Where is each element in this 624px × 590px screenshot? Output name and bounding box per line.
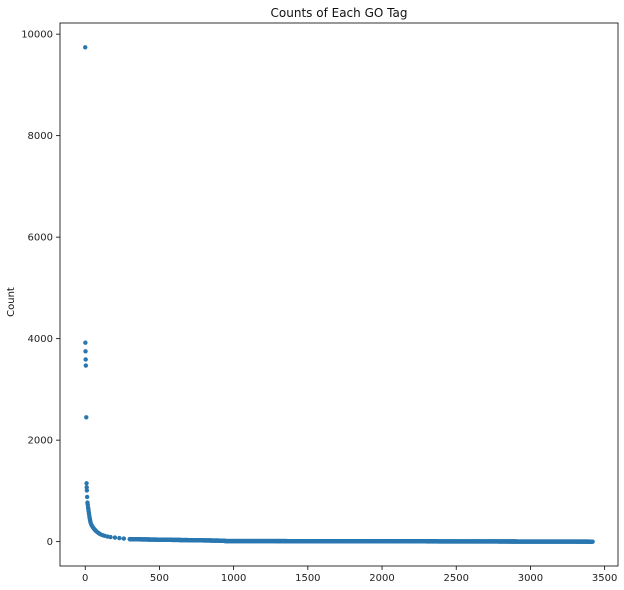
data-point bbox=[108, 534, 113, 540]
data-point bbox=[84, 488, 90, 493]
x-tick-label: 3500 bbox=[592, 573, 617, 584]
y-tick-label: 6000 bbox=[28, 233, 53, 244]
x-tick-label: 0 bbox=[82, 573, 88, 584]
data-point bbox=[83, 363, 89, 368]
x-tick-label: 1000 bbox=[221, 573, 246, 584]
data-point bbox=[83, 357, 88, 362]
data-point bbox=[83, 340, 88, 345]
data-points bbox=[83, 45, 595, 544]
data-point bbox=[590, 539, 595, 544]
data-point bbox=[112, 535, 118, 540]
data-point bbox=[117, 535, 122, 541]
y-tick-label: 8000 bbox=[28, 131, 53, 142]
y-tick-label: 4000 bbox=[28, 334, 53, 345]
x-tick-label: 500 bbox=[150, 573, 169, 584]
x-tick-label: 1500 bbox=[295, 573, 320, 584]
data-point bbox=[84, 481, 89, 486]
data-point bbox=[121, 536, 127, 541]
x-tick-label: 2000 bbox=[369, 573, 394, 584]
y-axis-label: Count bbox=[6, 287, 17, 317]
data-point bbox=[83, 349, 88, 354]
y-tick-label: 0 bbox=[47, 537, 53, 548]
y-axis: 0 2000 4000 6000 8000 10000 bbox=[21, 30, 60, 548]
y-tick-label: 10000 bbox=[21, 30, 53, 41]
plot-frame bbox=[59, 22, 619, 567]
x-tick-label: 2500 bbox=[444, 573, 469, 584]
data-point bbox=[84, 494, 90, 500]
chart-title: Counts of Each GO Tag bbox=[271, 6, 408, 20]
y-tick-label: 2000 bbox=[28, 436, 53, 447]
x-tick-label: 3000 bbox=[518, 573, 543, 584]
data-point bbox=[84, 415, 89, 420]
x-axis: 0 500 1000 1500 2000 2500 3000 3500 bbox=[82, 566, 617, 584]
data-point bbox=[83, 45, 88, 50]
